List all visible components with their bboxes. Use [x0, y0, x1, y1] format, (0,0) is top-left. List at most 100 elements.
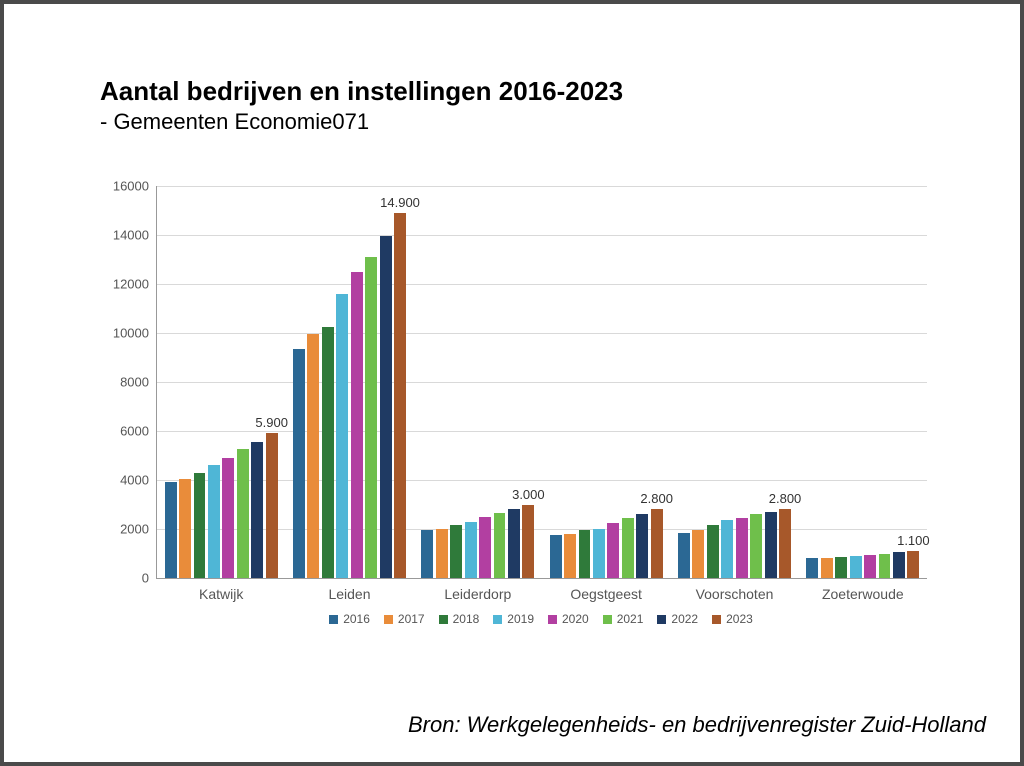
bar — [208, 465, 220, 578]
bar — [864, 555, 876, 578]
bar — [721, 520, 733, 578]
ytick-label: 10000 — [113, 326, 157, 341]
bar — [579, 530, 591, 578]
bar — [692, 530, 704, 578]
bar — [651, 509, 663, 578]
legend-swatch — [603, 615, 612, 624]
bar — [622, 518, 634, 578]
xtick-label: Leiden — [328, 578, 370, 602]
bar — [266, 433, 278, 578]
ytick-label: 4000 — [120, 473, 157, 488]
bar — [806, 558, 818, 578]
bar — [550, 535, 562, 578]
xtick-label: Oegstgeest — [570, 578, 642, 602]
chart-frame: Aantal bedrijven en instellingen 2016-20… — [0, 0, 1024, 766]
title-block: Aantal bedrijven en instellingen 2016-20… — [100, 76, 992, 135]
xtick-label: Leiderdorp — [444, 578, 511, 602]
bar — [307, 334, 319, 578]
bar — [765, 512, 777, 578]
chart-area: 0 2000 4000 6000 8000 10000 12000 14000 16000 5.9… — [100, 172, 940, 642]
bar — [194, 473, 206, 578]
legend-item: 2016 — [329, 612, 370, 626]
bar — [736, 518, 748, 578]
category-group: 1.100Zoeterwoude — [799, 186, 927, 578]
bar — [494, 513, 506, 578]
legend-item: 2020 — [548, 612, 589, 626]
legend-item: 2023 — [712, 612, 753, 626]
bar — [893, 552, 905, 578]
ytick-label: 16000 — [113, 179, 157, 194]
bar — [365, 257, 377, 578]
bar — [821, 558, 833, 578]
ytick-label: 8000 — [120, 375, 157, 390]
bar — [750, 514, 762, 578]
ytick-label: 14000 — [113, 228, 157, 243]
bar — [251, 442, 263, 578]
legend-item: 2017 — [384, 612, 425, 626]
legend: 2016 2017 2018 2019 2020 2021 2022 2023 — [156, 612, 926, 626]
legend-swatch — [493, 615, 502, 624]
category-group: 2.800Voorschoten — [670, 186, 798, 578]
bar — [835, 557, 847, 578]
bar — [593, 529, 605, 578]
bar — [380, 236, 392, 578]
legend-label: 2018 — [453, 612, 480, 626]
source-caption: Bron: Werkgelegenheids- en bedrijvenregi… — [408, 712, 986, 738]
xtick-label: Voorschoten — [696, 578, 774, 602]
xtick-label: Katwijk — [199, 578, 243, 602]
category-group: 2.800Oegstgeest — [542, 186, 670, 578]
legend-item: 2018 — [439, 612, 480, 626]
ytick-label: 12000 — [113, 277, 157, 292]
legend-label: 2019 — [507, 612, 534, 626]
chart-subtitle: - Gemeenten Economie071 — [100, 109, 992, 135]
bar-data-label: 5.900 — [255, 415, 288, 430]
legend-swatch — [329, 615, 338, 624]
ytick-label: 6000 — [120, 424, 157, 439]
legend-swatch — [548, 615, 557, 624]
legend-swatch — [657, 615, 666, 624]
bar — [336, 294, 348, 578]
legend-swatch — [439, 615, 448, 624]
bar-data-label: 3.000 — [512, 487, 545, 502]
bar — [351, 272, 363, 578]
bar — [779, 509, 791, 578]
bar — [907, 551, 919, 578]
legend-label: 2022 — [671, 612, 698, 626]
bar — [678, 533, 690, 578]
bar — [522, 505, 534, 579]
legend-swatch — [712, 615, 721, 624]
bar — [222, 458, 234, 578]
bar — [564, 534, 576, 578]
bar-data-label: 2.800 — [769, 491, 802, 506]
bar — [237, 449, 249, 578]
plot-area: 02000400060008000100001200014000160005.9… — [156, 186, 927, 579]
bar — [436, 529, 448, 578]
chart-title: Aantal bedrijven en instellingen 2016-20… — [100, 76, 992, 107]
legend-item: 2022 — [657, 612, 698, 626]
ytick-label: 0 — [142, 571, 157, 586]
legend-label: 2023 — [726, 612, 753, 626]
bar — [450, 525, 462, 578]
ytick-label: 2000 — [120, 522, 157, 537]
legend-label: 2021 — [617, 612, 644, 626]
category-group: 3.000Leiderdorp — [414, 186, 542, 578]
legend-label: 2020 — [562, 612, 589, 626]
category-group: 14.900Leiden — [285, 186, 413, 578]
bar — [508, 509, 520, 578]
bar-data-label: 1.100 — [897, 533, 930, 548]
bar — [636, 514, 648, 578]
legend-item: 2021 — [603, 612, 644, 626]
bar — [394, 213, 406, 578]
legend-item: 2019 — [493, 612, 534, 626]
bar — [607, 523, 619, 578]
bar — [421, 530, 433, 578]
bar — [465, 522, 477, 578]
legend-label: 2017 — [398, 612, 425, 626]
bar — [707, 525, 719, 578]
bar — [879, 554, 891, 578]
bar — [165, 482, 177, 578]
bar-data-label: 2.800 — [640, 491, 673, 506]
legend-label: 2016 — [343, 612, 370, 626]
bar — [322, 327, 334, 578]
bar — [179, 479, 191, 578]
